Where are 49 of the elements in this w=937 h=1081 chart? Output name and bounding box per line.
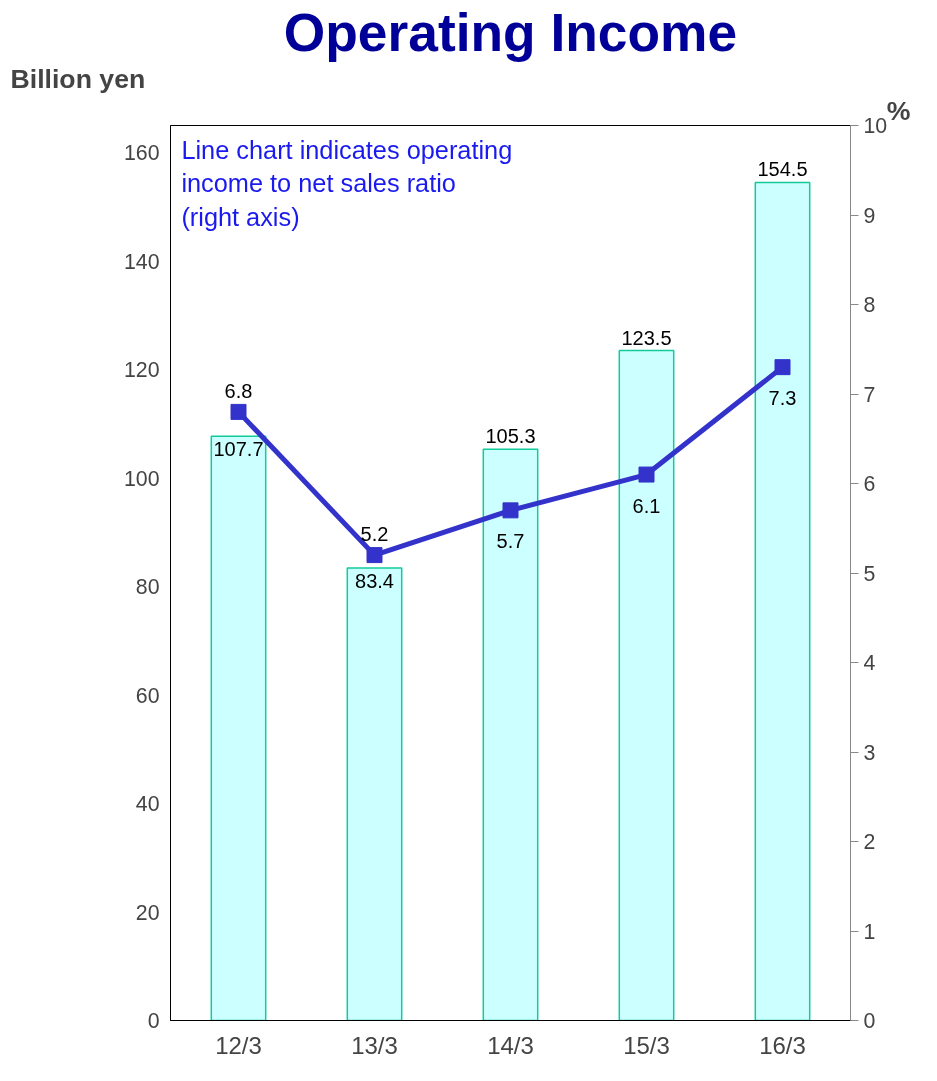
y-tick-label: 80 (135, 575, 160, 600)
data-label: 5.7 (496, 530, 525, 553)
data-label: 6.8 (224, 379, 253, 402)
bar (346, 567, 403, 1021)
x-tick-label: 16/3 (759, 1031, 806, 1059)
y-tick-label: 60 (135, 683, 160, 708)
data-label: 7.3 (768, 387, 797, 410)
y-tick-label: 160 (123, 141, 160, 166)
y2-axis-title: % (886, 95, 911, 126)
y2-tick-label: 3 (863, 740, 876, 765)
y-tick-label: 120 (123, 358, 160, 383)
bar (754, 181, 811, 1021)
point (774, 359, 791, 376)
y2-tick-label: 8 (863, 293, 876, 317)
y2-tick-label: 5 (863, 561, 876, 586)
y2-tick-label: 0 (863, 1009, 876, 1033)
chart-title: Operating Income (283, 2, 738, 62)
point (502, 502, 519, 519)
annotation: Line chart indicates operating income to net sales ratio (right axis) (181, 135, 513, 231)
point (366, 547, 383, 564)
y2-tick-label: 6 (863, 472, 876, 496)
x-tick-label: 13/3 (351, 1031, 398, 1059)
data-label: 83.4 (355, 570, 394, 593)
y2-tick-label: 4 (863, 651, 876, 675)
data-label: 123.5 (621, 326, 672, 349)
y-axis-title: Billion yen (10, 63, 146, 94)
data-label: 154.5 (757, 158, 808, 181)
y2-tick-label: 7 (863, 382, 876, 407)
y2-tick-label: 10 (863, 114, 888, 138)
x-tick-label: 14/3 (487, 1031, 534, 1059)
y-tick-label: 0 (147, 1009, 160, 1033)
y2-tick-label: 2 (863, 830, 876, 854)
y2-tick-label: 9 (863, 203, 876, 228)
y-tick-label: 140 (123, 249, 160, 274)
x-tick-label: 15/3 (623, 1031, 670, 1059)
bar (482, 448, 539, 1021)
x-tick-label: 12/3 (215, 1031, 262, 1059)
bar (618, 349, 675, 1021)
point (230, 403, 247, 420)
point (638, 466, 655, 483)
data-label: 6.1 (632, 494, 661, 517)
y2-tick-label: 1 (863, 919, 876, 944)
data-label: 5.2 (360, 523, 389, 546)
y-tick-label: 20 (135, 900, 160, 925)
data-label: 107.7 (213, 438, 264, 461)
data-label: 105.3 (485, 425, 536, 448)
y-tick-label: 100 (123, 466, 160, 491)
bar (210, 435, 267, 1021)
y-tick-label: 40 (135, 792, 160, 817)
